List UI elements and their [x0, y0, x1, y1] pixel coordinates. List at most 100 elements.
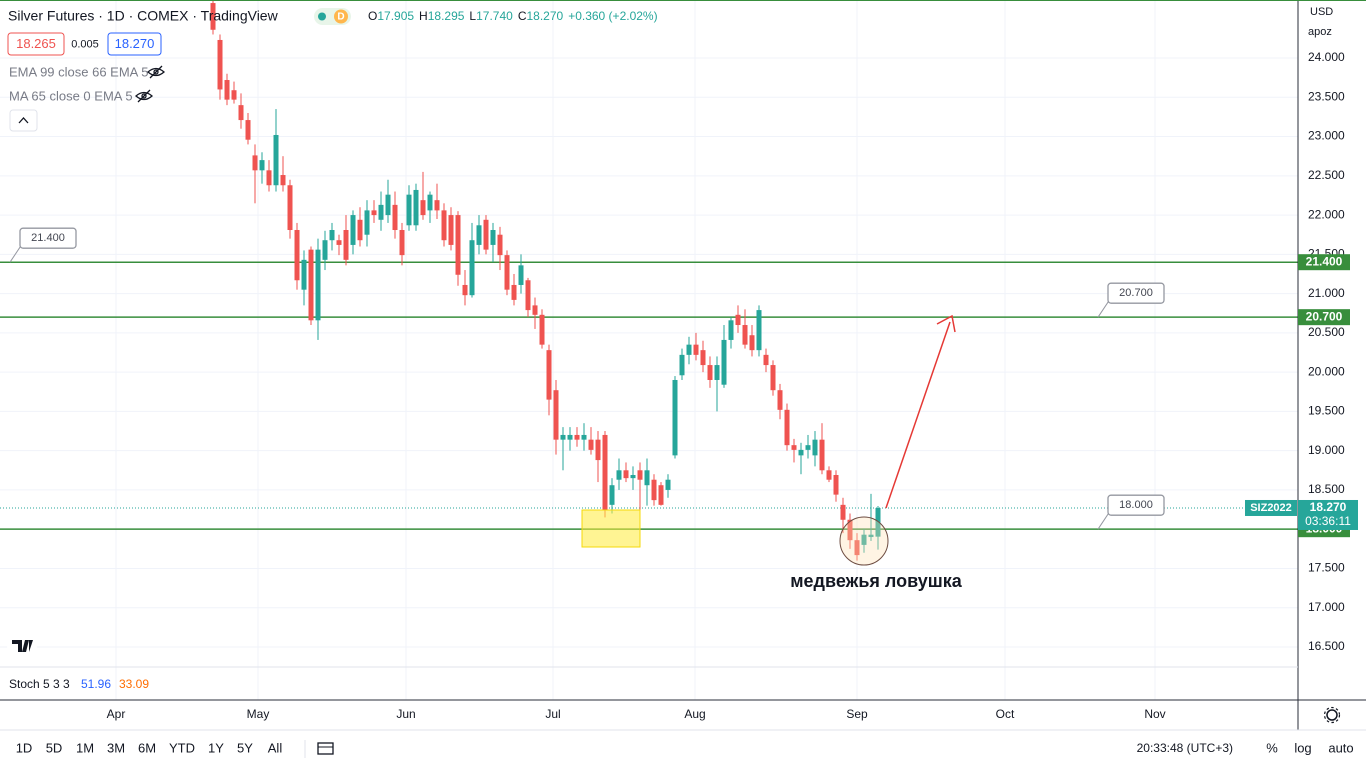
candle-body [273, 134, 279, 186]
candle-body [266, 170, 272, 186]
candle-body [392, 204, 398, 231]
range-button[interactable]: YTD [169, 740, 195, 755]
x-tick-label: Jul [545, 707, 560, 721]
y-tick-label: 17.000 [1308, 600, 1345, 614]
range-button[interactable]: 6M [138, 740, 156, 755]
y-tick-label: 19.500 [1308, 404, 1345, 418]
range-button[interactable]: All [268, 740, 283, 755]
bid-box[interactable] [7, 32, 65, 56]
candle-body [364, 210, 370, 235]
clock: 20:33:48 (UTC+3) [1137, 741, 1233, 755]
candle-body [385, 194, 391, 216]
x-tick-label: Oct [996, 707, 1015, 721]
candle-body [231, 90, 237, 100]
candle-body [686, 344, 692, 355]
log-toggle[interactable]: log [1294, 740, 1311, 755]
candle-body [413, 189, 419, 226]
level-axis-box [1298, 254, 1350, 271]
arrow-line [885, 321, 951, 509]
x-tick-label: Sep [846, 707, 868, 721]
candle-body [630, 475, 636, 479]
candle-body [329, 230, 335, 241]
y-tick-label: 16.500 [1308, 639, 1345, 653]
y-tick-label: 18.500 [1308, 482, 1345, 496]
x-tick-label: May [247, 707, 270, 721]
candle-body [532, 305, 538, 315]
range-button[interactable]: 5Y [237, 740, 253, 755]
candle-body [322, 240, 328, 260]
percent-toggle[interactable]: % [1266, 740, 1278, 755]
candle-body [504, 255, 510, 290]
candle-body [525, 280, 531, 311]
candle-body [693, 344, 699, 355]
callout-label: 20.700 [1119, 287, 1153, 299]
delay-badge [334, 9, 348, 24]
range-button[interactable]: 1D [16, 740, 33, 755]
candle-body [476, 225, 482, 245]
candle-body [791, 445, 797, 450]
candle-body [637, 470, 643, 480]
highlight-box [581, 509, 641, 548]
candle-body [490, 230, 496, 245]
annotation: медвежья ловушка [790, 571, 963, 591]
candle-body [427, 194, 433, 211]
candle-body [238, 105, 244, 121]
candle-body [434, 200, 440, 211]
candle-body [763, 354, 769, 366]
candle-body [581, 434, 587, 440]
auto-toggle[interactable]: auto [1328, 740, 1353, 755]
stoch-k: 51.96 [81, 677, 111, 691]
levels [0, 261, 1298, 530]
ohlc-legend: O17.905 H18.295 L17.740 C18.270 +0.360 (+2.0… [368, 9, 658, 23]
y-tick-label: 22.500 [1308, 168, 1345, 182]
ohlc-key: L [469, 9, 476, 23]
candle-body [420, 200, 426, 216]
hidden-icons[interactable] [135, 65, 165, 103]
y-tick-label: 21.000 [1308, 286, 1345, 300]
candle-body [868, 534, 874, 538]
candle-body [714, 365, 720, 380]
candle-body [210, 3, 216, 30]
ohlc-change: +0.360 (+2.02%) [568, 9, 657, 23]
ohlc-key: H [419, 9, 428, 23]
candle-body [616, 470, 622, 480]
y-tick-label: 22.000 [1308, 207, 1345, 221]
candle-body [371, 210, 377, 216]
currency[interactable]: USD [1310, 6, 1333, 18]
candle-body [357, 219, 363, 241]
candle-body [623, 470, 629, 479]
candle-body [595, 439, 601, 461]
settings-icon[interactable] [1323, 706, 1341, 724]
candle-body [343, 230, 349, 260]
stoch-d: 33.09 [119, 677, 149, 691]
range-button[interactable]: 1M [76, 740, 94, 755]
candle-body [651, 479, 657, 501]
ohlc-key: C [518, 9, 527, 23]
candle-body [574, 434, 580, 440]
market-dot [318, 12, 326, 21]
range-button[interactable]: 3M [107, 740, 125, 755]
candle-body [609, 485, 615, 505]
candle-body [469, 240, 475, 296]
candle-body [826, 470, 832, 480]
ask-price: 18.270 [115, 36, 155, 51]
candle-body [350, 215, 356, 245]
ask-box[interactable] [107, 32, 162, 56]
callout-box [1107, 494, 1165, 516]
candle-body [259, 160, 265, 171]
candle-body [336, 240, 342, 245]
scale-mode[interactable]: apoz [1308, 26, 1332, 38]
level-axis-box [1298, 309, 1350, 326]
callout-label: 18.000 [1119, 499, 1153, 511]
range-button[interactable]: 1Y [208, 740, 224, 755]
collapse-button[interactable] [9, 109, 38, 132]
candle-body [455, 215, 461, 275]
candle-body [406, 194, 412, 226]
candle-body [483, 219, 489, 250]
compare-icon[interactable] [317, 742, 334, 755]
y-tick-label: 17.500 [1308, 561, 1345, 575]
callout-label: 21.400 [31, 232, 65, 244]
tv-logo [7, 631, 37, 661]
range-button[interactable]: 5D [46, 740, 63, 755]
candle-body [546, 350, 552, 400]
